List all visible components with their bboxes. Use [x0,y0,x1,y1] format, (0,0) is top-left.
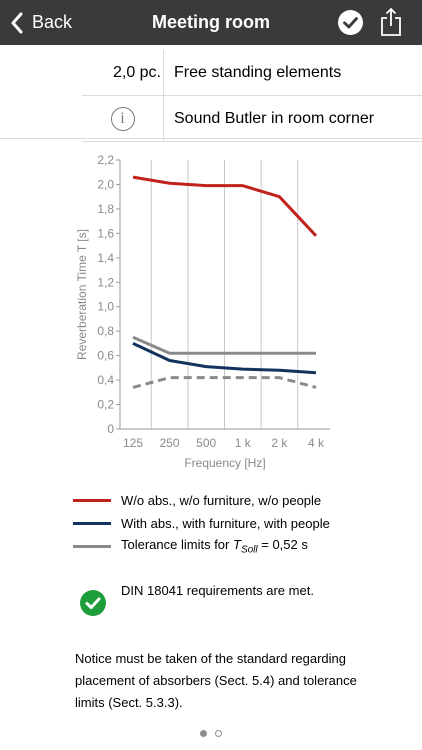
legend-swatch-blue [73,521,111,525]
y-tick-label: 0 [107,422,114,436]
status-message: DIN 18041 requirements are met. [121,583,314,598]
notice-text: Notice must be taken of the standard reg… [75,651,357,710]
series-line [132,175,318,237]
element-label: Sound Butler in room corner [174,109,375,127]
share-icon [381,7,401,36]
legend-swatch-gray [73,544,111,548]
element-row-sound-butler[interactable]: i Sound Butler in room corner [82,96,422,142]
y-tick-label: 1,0 [97,300,114,314]
y-tick-label: 1,4 [97,251,114,265]
y-tick-label: 0,4 [97,373,114,387]
page-dot[interactable] [215,730,222,737]
x-tick-label: 500 [196,436,216,450]
element-icon-cell: i [82,96,164,141]
legend-item-blue: With abs., with furniture, with people [73,513,330,533]
back-label: Back [32,12,73,32]
y-tick-label: 2,0 [97,177,114,191]
y-tick-label: 2,2 [97,153,114,167]
y-axis-label: Reverberation Time T [s] [75,229,89,360]
x-tick-label: 1 k [235,436,252,450]
x-tick-label: 4 k [308,436,325,450]
legend-swatch-red [73,498,111,502]
element-quantity: 2,0 pc. [82,50,164,95]
legend-gray-subscript: Soll [240,544,258,556]
legend-label-red: W/o abs., w/o furniture, w/o people [121,492,322,508]
info-icon[interactable]: i [110,106,135,131]
series-line [132,376,317,389]
y-tick-label: 0,2 [97,398,114,412]
element-row-freestanding[interactable]: 2,0 pc. Free standing elements [82,50,422,96]
legend-item-red: W/o abs., w/o furniture, w/o people [73,490,321,510]
chevron-left-icon [11,12,23,33]
share-button[interactable] [380,7,402,37]
x-tick-label: 125 [123,436,143,450]
x-tick-label: 2 k [271,436,288,450]
y-tick-label: 0,8 [97,324,114,338]
y-tick-label: 0,6 [97,349,114,363]
reverberation-chart: 0 0,2 0,4 0,6 0,8 1,0 1,2 1,4 1,6 1,8 2,0 2,2 125 250… [75,153,330,470]
y-tick-label: 1,8 [97,202,114,216]
page-dot-active[interactable] [200,730,207,737]
legend-gray-symbol: T [232,536,241,552]
series-line [132,335,316,355]
legend-gray-suffix: = 0,52 s [257,536,308,552]
divider [0,138,422,139]
x-tick-label: 250 [160,436,180,450]
navigation-bar: Back Meeting room [0,0,422,45]
x-axis-label: Frequency [Hz] [184,456,265,470]
series-line [132,342,317,375]
checkmark-icon [343,17,358,29]
success-check-icon [80,590,106,616]
y-tick-label: 1,2 [97,275,114,289]
legend-gray-prefix: Tolerance limits for [121,536,233,552]
legend-label-gray: Tolerance limits for TSoll = 0,52 s [121,537,308,556]
legend-item-gray: Tolerance limits for TSoll = 0,52 s [73,536,308,556]
confirm-check-button[interactable] [338,10,363,35]
back-button[interactable]: Back [10,0,72,45]
y-tick-label: 1,6 [97,226,114,240]
element-label: Free standing elements [174,63,342,81]
legend-label-blue: With abs., with furniture, with people [121,515,330,531]
page-indicator[interactable] [200,730,222,737]
